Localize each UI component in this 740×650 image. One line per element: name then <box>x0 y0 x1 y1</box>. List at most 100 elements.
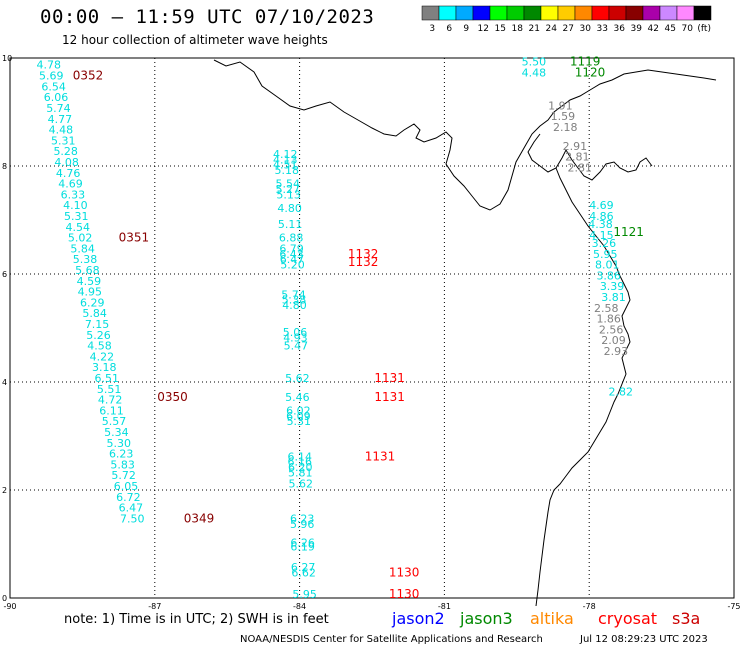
wave-height-value: 5.72 <box>111 469 136 482</box>
colorbar-swatch <box>659 5 678 21</box>
altimeter-tracks: 4.785.696.546.065.744.774.485.315.284.08… <box>37 56 633 601</box>
colorbar-label: 3 <box>429 24 435 34</box>
wave-height-value: 4.58 <box>87 340 112 353</box>
wave-height-value: 5.18 <box>275 164 300 177</box>
wave-height-value: 6.88 <box>279 232 304 245</box>
wave-height-value: 5.74 <box>281 288 306 301</box>
wave-height-value: 5.57 <box>102 415 127 428</box>
colorbar-swatch <box>421 5 440 21</box>
wave-height-value: 6.23 <box>109 448 133 461</box>
colorbar-swatch <box>438 5 457 21</box>
pass-time-label: 1132 <box>348 247 379 261</box>
y-tick-label: 6 <box>2 270 7 279</box>
wave-height-value: 5.30 <box>107 437 131 450</box>
wave-height-value: 5.62 <box>288 477 313 490</box>
wave-height-value: 6.29 <box>80 296 105 309</box>
colorbar-label: (ft) <box>697 24 711 34</box>
y-tick-label: 0 <box>2 594 7 603</box>
wave-height-value: 6.33 <box>61 188 86 201</box>
wave-height-value: 5.11 <box>278 218 303 231</box>
wave-height-value: 5.96 <box>290 518 315 531</box>
wave-height-value: 3.86 <box>596 269 621 282</box>
wave-height-value: 5.06 <box>283 326 308 339</box>
wave-height-value: 6.20 <box>288 461 313 474</box>
pass-time-label: 0349 <box>184 511 215 525</box>
wave-height-value: 6.79 <box>279 242 304 255</box>
y-tick-label: 4 <box>2 378 7 387</box>
wave-height-value: 4.38 <box>588 218 613 231</box>
wave-height-value: 6.47 <box>119 502 144 515</box>
wave-height-value: 5.68 <box>75 264 100 277</box>
wave-height-value: 4.15 <box>589 229 614 242</box>
coastline <box>213 59 717 607</box>
page-subtitle: 12 hour collection of altimeter wave hei… <box>62 33 328 47</box>
wave-height-value: 4.48 <box>522 66 547 79</box>
wave-height-value: 4.12 <box>273 148 298 161</box>
wave-height-value: 1.86 <box>596 313 621 326</box>
wave-height-value: 6.05 <box>114 480 139 493</box>
wave-height-value: 5.38 <box>282 294 307 307</box>
wave-height-value: 5.84 <box>82 307 107 320</box>
wave-height-value: 6.26 <box>290 537 315 550</box>
wave-height-value: 5.26 <box>86 329 111 342</box>
colorbar-swatch <box>591 5 610 21</box>
wave-height-value: 3.39 <box>600 280 625 293</box>
wave-height-value: 5.38 <box>73 253 98 266</box>
wave-height-value: 6.43 <box>279 248 304 261</box>
pass-time-label: 1132 <box>348 255 379 269</box>
wave-height-value: 5.20 <box>280 259 305 272</box>
wave-height-value: 6.47 <box>280 253 305 266</box>
wave-height-value: 6.19 <box>290 540 315 553</box>
pass-time-label: 0350 <box>157 390 188 404</box>
wave-height-value: 4.08 <box>54 156 79 169</box>
wave-height-value: 4.80 <box>277 202 302 215</box>
colorbar-label: 15 <box>494 24 505 34</box>
colorbar-label: 9 <box>463 24 469 34</box>
satellite-legend-altika: altika <box>530 609 574 628</box>
wave-height-value: 5.69 <box>39 70 64 83</box>
wave-height-value: 6.11 <box>99 404 124 417</box>
colorbar-swatch <box>693 5 712 21</box>
wave-height-value: 6.02 <box>286 404 311 417</box>
x-tick-label: -84 <box>293 602 306 611</box>
wave-height-value: 4.10 <box>63 199 88 212</box>
wave-height-value: 5.31 <box>64 210 89 223</box>
map-grid: -90 -87 -84 -81 -78 -75 0 2 4 6 8 10 <box>2 54 740 611</box>
x-tick-label: -90 <box>3 602 16 611</box>
wave-height-value: 4.51 <box>273 159 298 172</box>
x-tick-label: -87 <box>148 602 161 611</box>
pass-time-label: 1119 <box>570 55 601 69</box>
colorbar-label: 36 <box>613 24 625 34</box>
wave-height-value: 5.50 <box>522 56 547 69</box>
colorbar: 3 6 9 12 15 18 21 24 27 30 33 36 39 42 45 70 (ft) <box>421 5 712 34</box>
colorbar-label: 6 <box>446 24 452 34</box>
wave-height-value: 6.06 <box>44 91 69 104</box>
wave-height-value: 4.80 <box>282 299 307 312</box>
wave-height-value: 4.22 <box>90 350 115 363</box>
colorbar-swatch <box>540 5 559 21</box>
wave-height-value: 6.16 <box>288 456 313 469</box>
x-tick-label: -75 <box>727 602 740 611</box>
wave-height-value: 6.54 <box>41 80 66 93</box>
wave-height-value: 4.77 <box>48 113 72 126</box>
colorbar-label: 30 <box>579 24 591 34</box>
wave-height-value: 7.50 <box>120 512 145 525</box>
wave-height-value: 3.26 <box>592 237 617 250</box>
wave-height-value: 4.13 <box>273 153 298 166</box>
colorbar-label: 18 <box>511 24 523 34</box>
colorbar-swatch <box>642 5 661 21</box>
wave-height-value: 5.34 <box>104 426 128 439</box>
wave-height-value: 2.81 <box>565 151 590 164</box>
wave-height-value: 2.81 <box>567 161 592 174</box>
y-tick-label: 2 <box>2 486 7 495</box>
colorbar-label: 12 <box>477 24 488 34</box>
wave-height-value: 5.95 <box>593 248 618 261</box>
wave-height-value: 4.69 <box>589 199 614 212</box>
colorbar-swatch <box>472 5 491 21</box>
satellite-legend-cryosat: cryosat <box>598 609 658 628</box>
wave-height-value: 5.81 <box>288 467 313 480</box>
timestamp-text: Jul 12 08:29:23 UTC 2023 <box>580 634 708 645</box>
wave-height-value: 4.69 <box>58 178 82 191</box>
